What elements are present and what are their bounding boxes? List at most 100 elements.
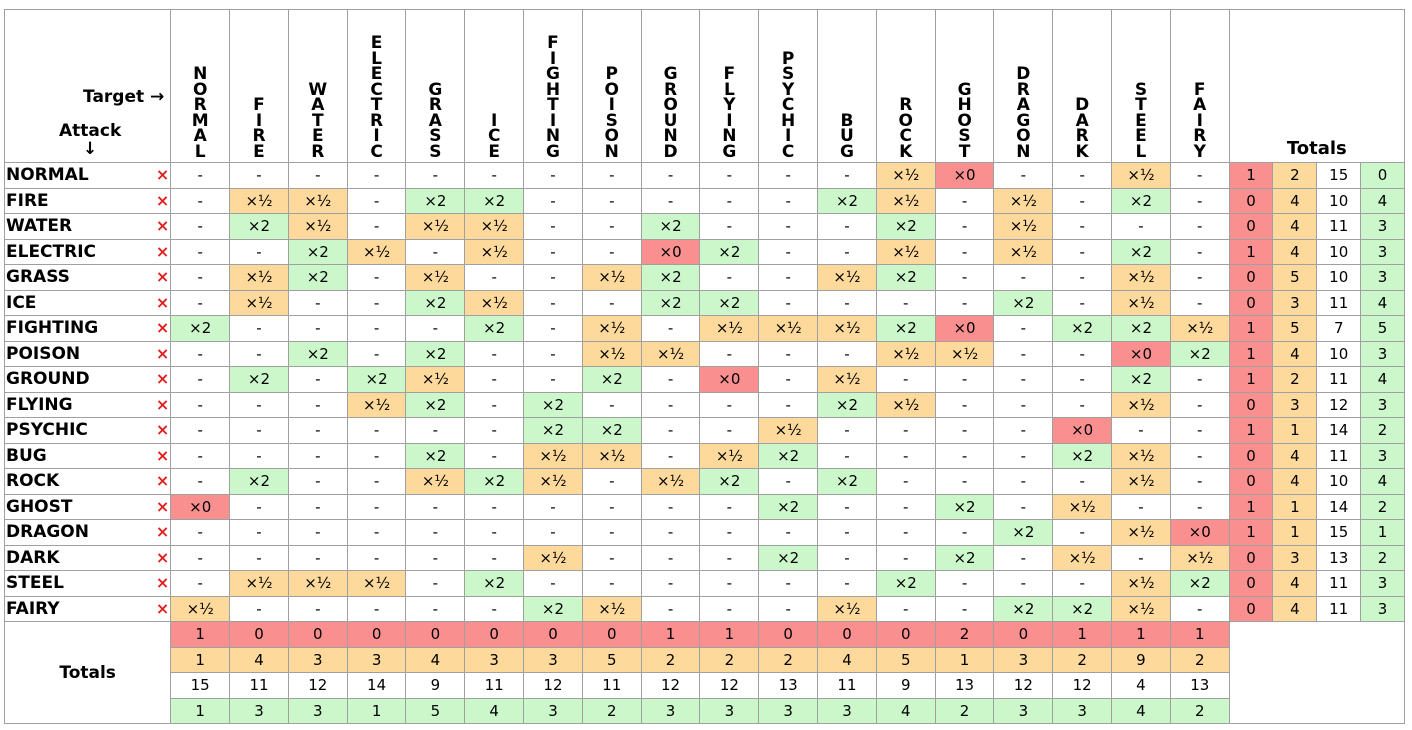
row-header-label: FLYING xyxy=(6,394,73,415)
remove-row-icon[interactable]: × xyxy=(155,165,170,184)
matchup-cell: ×½ xyxy=(1169,544,1230,571)
row-total-cell: 0 xyxy=(1228,264,1274,291)
matchup-cell: - xyxy=(581,187,642,214)
matchup-cell: ×½ xyxy=(1169,315,1230,342)
table-row: FLYING × - - - ×½ ×2- ×2- - - - ×2 ×½ - - - ×½ -0 3 12 3 xyxy=(3,391,1405,418)
matchup-cell: - xyxy=(346,264,407,291)
matchup-cell: - xyxy=(229,595,289,622)
column-total-cell: 2 xyxy=(640,646,701,673)
matchup-cell: ×2 xyxy=(346,366,407,393)
matchup-cell: ×2 xyxy=(464,187,525,214)
matchup-cell: - xyxy=(405,595,466,622)
row-total-cell: 10 xyxy=(1316,238,1362,265)
matchup-cell: ×½ xyxy=(993,187,1054,214)
remove-row-icon[interactable]: × xyxy=(155,369,170,388)
column-total-cell: 11 xyxy=(581,672,642,699)
table-row: DARK × - - - - - - ×½ - - - ×2- - ×2- ×½ - ×½ 0 3 13 2 xyxy=(3,544,1405,571)
remove-row-icon[interactable]: × xyxy=(155,573,170,592)
matchup-cell: ×½ xyxy=(1111,519,1171,546)
matchup-cell: - xyxy=(699,595,760,622)
row-total-cell: 0 xyxy=(1228,442,1274,469)
remove-row-icon[interactable]: × xyxy=(155,394,170,414)
row-total-cell: 4 xyxy=(1360,187,1405,214)
matchup-cell: ×2 xyxy=(1052,442,1113,469)
row-total-cell: 2 xyxy=(1360,417,1405,444)
row-total-cell: 0 xyxy=(1228,213,1274,240)
matchup-cell: ×2 xyxy=(934,493,995,520)
remove-row-icon[interactable]: × xyxy=(155,343,170,363)
remove-row-icon[interactable]: × xyxy=(155,496,170,516)
matchup-cell: ×½ xyxy=(581,340,642,367)
column-total-cell: 3 xyxy=(287,697,348,724)
remove-row-icon[interactable]: × xyxy=(155,598,170,618)
matchup-cell: - xyxy=(640,366,701,393)
row-total-cell: 4 xyxy=(1272,595,1318,622)
remove-row-icon[interactable]: × xyxy=(155,190,170,210)
matchup-cell: - xyxy=(287,544,348,571)
row-total-cell: 3 xyxy=(1360,595,1405,622)
matchup-cell: ×2 xyxy=(1169,340,1230,367)
matchup-cell: ×2 xyxy=(405,442,466,469)
row-total-cell: 0 xyxy=(1228,468,1274,495)
column-total-cell: 3 xyxy=(1052,697,1113,724)
matchup-cell: - xyxy=(758,519,819,546)
remove-row-icon[interactable]: × xyxy=(155,267,170,286)
matchup-cell: ×0 xyxy=(1169,519,1230,546)
matchup-cell: ×2 xyxy=(405,391,466,418)
remove-row-icon[interactable]: × xyxy=(155,292,170,312)
column-total-cell: 1 xyxy=(170,621,231,648)
matchup-cell: - xyxy=(464,595,525,622)
column-total-cell: 9 xyxy=(1111,646,1171,673)
matchup-cell: - xyxy=(170,570,231,597)
remove-row-icon[interactable]: × xyxy=(155,420,170,439)
remove-row-icon[interactable]: × xyxy=(155,547,170,567)
matchup-cell: - xyxy=(1169,264,1230,291)
matchup-cell: ×½ xyxy=(875,340,936,367)
row-total-cell: 4 xyxy=(1272,570,1318,597)
row-header-label: POISON xyxy=(6,343,81,364)
remove-row-icon[interactable]: × xyxy=(155,445,170,465)
row-total-cell: 3 xyxy=(1360,391,1405,418)
row-total-cell: 0 xyxy=(1228,544,1274,571)
matchup-cell: ×2 xyxy=(229,366,289,393)
remove-row-icon[interactable]: × xyxy=(155,241,170,261)
matchup-cell: ×2 xyxy=(817,468,877,495)
matchup-cell: - xyxy=(934,366,995,393)
matchup-cell: ×½ xyxy=(817,366,877,393)
matchup-cell: - xyxy=(875,595,936,622)
matchup-cell: ×½ xyxy=(817,315,877,342)
matchup-cell: ×2 xyxy=(758,493,819,520)
matchup-cell: ×2 xyxy=(1111,187,1171,214)
matchup-cell: - xyxy=(346,289,407,316)
remove-row-icon[interactable]: × xyxy=(155,471,170,490)
row-header-label: DRAGON xyxy=(6,522,89,543)
matchup-cell: ×½ xyxy=(875,162,936,189)
remove-row-icon[interactable]: × xyxy=(155,522,170,541)
matchup-cell: ×½ xyxy=(1111,391,1171,418)
row-total-cell: 1 xyxy=(1272,519,1318,546)
matchup-cell: - xyxy=(581,238,642,265)
row-header-dark: DARK × xyxy=(3,544,172,571)
row-total-cell: 1 xyxy=(1228,519,1274,546)
matchup-cell: ×2 xyxy=(287,340,348,367)
row-total-cell: 11 xyxy=(1316,289,1362,316)
matchup-cell: - xyxy=(170,544,231,571)
matchup-cell: - xyxy=(1052,570,1113,597)
matchup-cell: - xyxy=(817,417,877,444)
remove-row-icon[interactable]: × xyxy=(155,216,170,235)
matchup-cell: ×0 xyxy=(934,162,995,189)
matchup-cell: - xyxy=(170,264,231,291)
row-header-label: ELECTRIC xyxy=(6,241,97,262)
remove-row-icon[interactable]: × xyxy=(155,318,170,337)
matchup-cell: ×½ xyxy=(758,315,819,342)
row-total-cell: 15 xyxy=(1316,519,1362,546)
matchup-cell: - xyxy=(229,340,289,367)
column-total-cell: 12 xyxy=(640,672,701,699)
matchup-cell: - xyxy=(875,289,936,316)
matchup-cell: - xyxy=(993,442,1054,469)
row-header-label: DARK xyxy=(6,547,60,568)
